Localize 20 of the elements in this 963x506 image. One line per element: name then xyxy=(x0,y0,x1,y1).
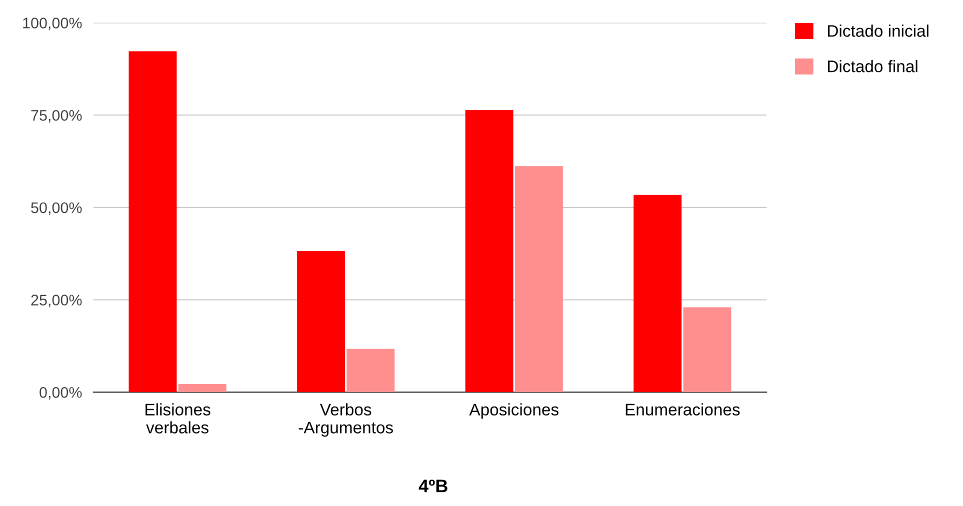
bar xyxy=(346,348,395,392)
text: 4ºB xyxy=(418,480,448,492)
legend-label: Dictado inicial xyxy=(828,24,928,37)
y-tick-label: 75,00% xyxy=(31,110,82,123)
x-tick-label: Aposiciones xyxy=(469,403,558,419)
legend-label: Dictado final xyxy=(828,60,918,72)
x-tick-label: Enumeraciones xyxy=(626,403,740,416)
bar xyxy=(128,51,177,392)
bar xyxy=(634,194,682,392)
bar xyxy=(178,384,226,392)
x-tick-label: Verbos -Argumentos xyxy=(298,403,393,437)
y-tick-label: 100,00% xyxy=(23,18,82,30)
bar xyxy=(683,307,732,392)
bar xyxy=(297,251,345,392)
y-tick-label: 25,00% xyxy=(31,294,82,308)
y-tick-label: 0,00% xyxy=(40,387,82,400)
bar xyxy=(514,166,563,392)
x-tick-label: Elisiones verbales xyxy=(146,403,210,434)
bar xyxy=(465,110,514,392)
y-tick-label: 50,00% xyxy=(31,202,82,215)
